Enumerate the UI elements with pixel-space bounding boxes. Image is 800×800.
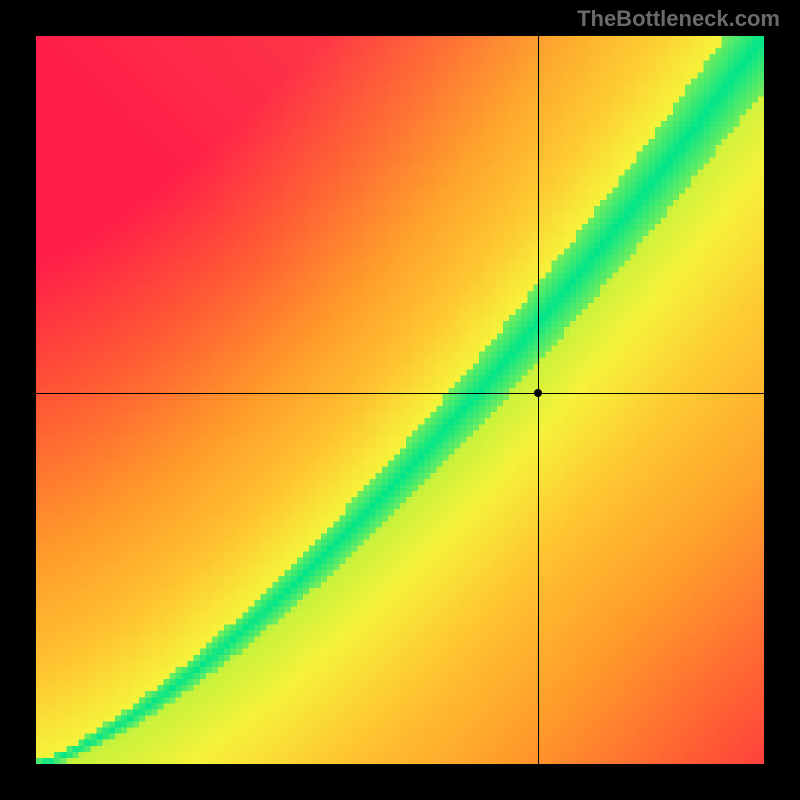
crosshair-marker-dot [534, 389, 542, 397]
heatmap-plot-area [36, 36, 764, 764]
watermark-text: TheBottleneck.com [577, 6, 780, 32]
crosshair-horizontal [36, 393, 764, 394]
crosshair-vertical [538, 36, 539, 764]
chart-container: TheBottleneck.com [0, 0, 800, 800]
heatmap-canvas [36, 36, 764, 764]
